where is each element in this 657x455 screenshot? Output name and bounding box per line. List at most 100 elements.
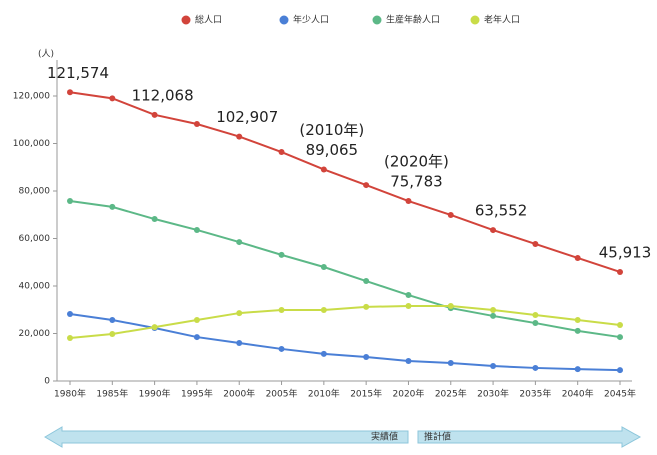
series-line: [69, 91, 621, 273]
data-point: [490, 306, 497, 313]
period-label: 推計値: [424, 431, 451, 443]
data-label: 45,913: [599, 243, 652, 261]
data-point: [236, 310, 243, 317]
forecast-arrow: [417, 426, 642, 448]
data-point: [236, 340, 243, 346]
data-point: [320, 166, 327, 173]
annotation: (2010年): [299, 121, 364, 139]
data-point: [363, 278, 370, 285]
data-point: [236, 239, 243, 246]
data-point: [574, 316, 581, 323]
y-tick-label: 100,000: [13, 139, 50, 149]
data-label: 89,065: [306, 141, 359, 159]
data-point: [278, 251, 285, 258]
x-tick-label: 1990年: [139, 388, 171, 400]
x-tick-label: 2005年: [266, 388, 298, 400]
data-point: [109, 316, 116, 323]
legend-swatch: [180, 14, 192, 26]
data-point: [405, 302, 412, 309]
data-point: [405, 198, 412, 205]
legend-label: 老年人口: [484, 14, 520, 26]
legend-swatch: [371, 14, 383, 26]
data-point: [363, 182, 370, 189]
y-tick-label: 40,000: [19, 282, 51, 292]
data-point: [532, 364, 539, 371]
data-point: [278, 306, 285, 313]
data-point: [278, 345, 285, 352]
x-tick-label: 2030年: [477, 388, 509, 400]
data-point: [320, 306, 327, 313]
data-point: [532, 240, 539, 247]
data-point: [574, 254, 581, 261]
legend-swatch: [469, 14, 481, 26]
data-label: 112,068: [132, 86, 194, 104]
data-point: [617, 268, 623, 275]
data-point: [617, 321, 623, 328]
actual-arrow: [44, 426, 409, 448]
data-point: [490, 363, 497, 370]
data-point: [363, 354, 370, 361]
data-point: [67, 197, 73, 204]
period-label: 実績値: [371, 431, 398, 443]
x-tick-label: 2025年: [435, 388, 467, 400]
data-point: [193, 226, 200, 233]
x-tick-label: 2020年: [393, 388, 425, 400]
data-point: [109, 203, 116, 210]
x-tick-label: 1980年: [54, 388, 86, 400]
data-point: [151, 216, 158, 223]
data-point: [278, 149, 285, 156]
y-tick-label: 120,000: [13, 92, 50, 102]
data-point: [617, 334, 623, 341]
legend-swatch: [278, 14, 290, 26]
data-point: [67, 311, 73, 318]
data-point: [574, 327, 581, 334]
data-point: [193, 121, 200, 128]
x-tick-label: 2015年: [350, 388, 382, 400]
data-label: 63,552: [475, 202, 528, 220]
data-point: [405, 358, 412, 365]
y-tick-label: 20,000: [19, 329, 51, 339]
x-tick-label: 2000年: [223, 388, 255, 400]
y-unit: (人): [38, 49, 54, 60]
data-point: [109, 95, 116, 102]
data-point: [151, 111, 158, 118]
data-point: [532, 311, 539, 318]
x-tick-label: 2010年: [308, 388, 340, 400]
data-point: [447, 359, 454, 366]
data-point: [447, 211, 454, 218]
series-line: [69, 199, 621, 339]
y-tick-label: 60,000: [19, 234, 51, 244]
data-point: [320, 350, 327, 357]
data-point: [617, 367, 623, 374]
y-tick-label: 0: [44, 377, 50, 387]
x-tick-label: 2045年: [604, 388, 636, 400]
data-label: 75,783: [390, 173, 443, 191]
series-line: [69, 313, 621, 372]
data-point: [574, 366, 581, 373]
data-point: [447, 302, 454, 309]
data-point: [405, 292, 412, 299]
data-point: [67, 335, 73, 342]
data-point: [109, 330, 116, 337]
legend-label: 年少人口: [293, 14, 329, 26]
legend-label: 生産年齢人口: [386, 14, 440, 26]
data-point: [193, 334, 200, 341]
data-point: [363, 303, 370, 310]
data-point: [236, 133, 243, 140]
data-point: [151, 324, 158, 331]
x-tick-label: 2040年: [562, 388, 594, 400]
data-point: [320, 264, 327, 270]
data-point: [193, 316, 200, 323]
data-point: [490, 227, 497, 234]
x-tick-label: 1985年: [96, 388, 128, 400]
data-label: 121,574: [47, 64, 109, 82]
data-point: [532, 320, 539, 327]
x-tick-label: 1995年: [181, 388, 213, 400]
series-line: [69, 304, 621, 340]
data-point: [490, 312, 497, 319]
data-label: 102,907: [216, 108, 278, 126]
annotation: (2020年): [384, 153, 449, 171]
legend-label: 総人口: [195, 14, 222, 26]
data-point: [67, 89, 73, 96]
